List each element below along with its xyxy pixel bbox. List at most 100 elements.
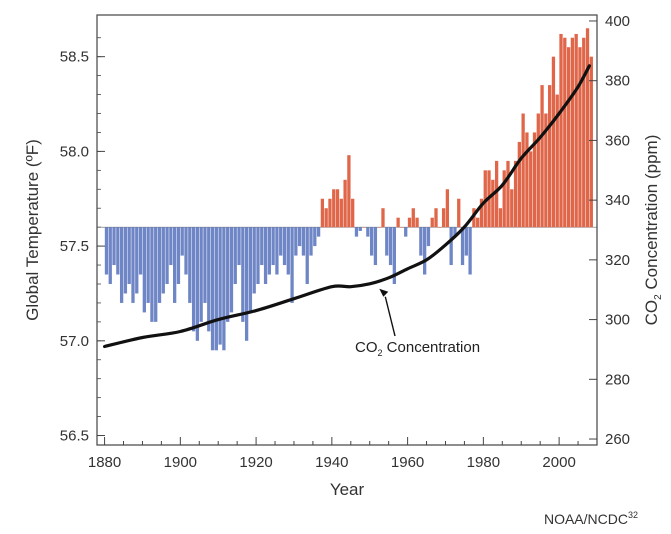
- temperature-bar-1993: [532, 132, 537, 228]
- temperature-bar-1950: [369, 227, 374, 256]
- temperature-bar-1910: [218, 227, 222, 345]
- temperature-bar-1996: [544, 113, 548, 228]
- temperature-bar-1987: [510, 189, 514, 228]
- temperature-bar-1885: [123, 227, 128, 294]
- co2-line-layer: [103, 64, 591, 349]
- annotation-layer: CO2 Concentration: [355, 288, 480, 358]
- temperature-bar-1919: [252, 227, 256, 294]
- x-tick-label-1880: 1880: [88, 454, 121, 471]
- temperature-bar-1953: [381, 208, 385, 228]
- temperature-bar-1902: [188, 227, 192, 303]
- temperature-bar-1945: [351, 198, 355, 228]
- temperature-bar-1966: [430, 217, 434, 228]
- x-tick-label-1900: 1900: [164, 454, 197, 471]
- y-right-tick-label-400: 400: [605, 13, 630, 30]
- temperature-bar-1978: [476, 217, 480, 228]
- temperature-bar-1986: [506, 160, 510, 228]
- temperature-bar-1967: [434, 208, 438, 228]
- temperature-bar-1970: [445, 189, 450, 228]
- temperature-bar-1920: [256, 227, 260, 284]
- temperature-bar-1989: [517, 141, 521, 228]
- temperature-bar-2006: [582, 37, 586, 228]
- temperature-bar-1991: [525, 132, 529, 228]
- temperature-bar-1927: [282, 227, 287, 266]
- y-left-axis-title: Global Temperature (ºF): [23, 139, 42, 321]
- temperature-bar-1908: [210, 227, 215, 351]
- temperature-bar-1939: [328, 198, 332, 228]
- temperature-bar-1892: [150, 227, 154, 322]
- temperature-bar-1924: [271, 227, 275, 266]
- temperature-bar-1997: [548, 85, 552, 228]
- temperature-bar-1907: [207, 227, 211, 332]
- temperature-bar-1984: [498, 208, 503, 228]
- temperature-bar-1979: [479, 198, 484, 228]
- temperature-bar-1893: [154, 227, 158, 322]
- temperature-bar-1913: [229, 227, 234, 313]
- temperature-bar-2008: [589, 56, 593, 228]
- source-credit: NOAA/NCDC32: [544, 510, 638, 527]
- temperature-bar-1965: [426, 227, 431, 247]
- x-tick-label-1960: 1960: [391, 454, 424, 471]
- axis-labels: 1880 1900 1920 1940 1960 1980 2000 56.5 57.0 57.5…: [23, 13, 664, 527]
- temperature-bar-1906: [203, 227, 207, 303]
- temperature-bar-2004: [574, 33, 578, 228]
- temperature-bar-1951: [373, 227, 378, 266]
- temperature-bar-1917: [244, 227, 249, 341]
- temperature-bar-1898: [173, 227, 177, 303]
- temperature-bar-1932: [301, 227, 306, 256]
- temperature-bar-1900: [180, 227, 184, 256]
- x-tick-label-1940: 1940: [315, 454, 348, 471]
- temperature-bar-1895: [161, 227, 165, 294]
- annotation-arrow-line: [384, 296, 396, 337]
- temperature-bar-1943: [343, 179, 347, 228]
- y-right-tick-label-260: 260: [605, 431, 630, 448]
- temperature-bar-1975: [464, 227, 468, 256]
- temperature-bar-1936: [316, 227, 321, 237]
- temperature-bar-1901: [184, 227, 188, 275]
- temperature-bar-1905: [199, 227, 203, 322]
- temperature-bar-1948: [362, 227, 366, 228]
- temperature-bar-1880: [104, 227, 109, 275]
- temperature-bar-1922: [263, 227, 268, 284]
- y-right-tick-label-280: 280: [605, 371, 630, 388]
- y-right-tick-label-340: 340: [605, 192, 630, 209]
- temperature-bar-1976: [468, 227, 472, 275]
- temperature-bar-1941: [335, 189, 340, 228]
- temperature-bar-1983: [494, 160, 499, 228]
- temperature-bar-1937: [320, 198, 325, 228]
- y-left-tick-label-56.5: 56.5: [60, 428, 89, 445]
- temperature-bar-1916: [241, 227, 245, 322]
- temperature-bar-2001: [563, 37, 567, 228]
- temperature-bar-1954: [385, 227, 389, 256]
- temperature-bar-1968: [438, 227, 442, 228]
- temperature-bar-1994: [536, 113, 540, 228]
- temperature-bar-1963: [419, 227, 423, 256]
- temperature-bar-1886: [127, 227, 131, 284]
- temperature-bar-2007: [585, 28, 590, 228]
- temperature-bar-1887: [131, 227, 135, 303]
- temperature-bars: [104, 28, 593, 351]
- y-right-tick-label-360: 360: [605, 132, 630, 149]
- temperature-bar-1982: [491, 179, 495, 228]
- temperature-bar-1964: [423, 227, 427, 275]
- plot-frame: [96, 14, 598, 446]
- temperature-bar-1938: [324, 208, 328, 228]
- temperature-bar-1985: [502, 170, 506, 228]
- y-left-tick-label-57.5: 57.5: [60, 238, 89, 255]
- temperature-bar-1973: [457, 198, 461, 228]
- temperature-bar-1896: [165, 227, 169, 284]
- x-tick-label-2000: 2000: [542, 454, 575, 471]
- temperature-bar-1899: [176, 227, 181, 284]
- temperature-bar-2003: [570, 37, 575, 228]
- temperature-bar-1971: [449, 227, 453, 266]
- temperature-bar-1961: [411, 208, 415, 228]
- temperature-bar-1958: [400, 227, 404, 228]
- temperature-bar-1999: [555, 94, 559, 228]
- temperature-bar-1990: [521, 113, 525, 228]
- temperature-bar-1931: [298, 227, 302, 247]
- temperature-bar-1974: [460, 227, 465, 266]
- y-left-tick-label-58.5: 58.5: [60, 49, 89, 66]
- temperature-bar-1940: [332, 189, 336, 228]
- y-left-tick-label-57.0: 57.0: [60, 333, 89, 350]
- temperature-bar-1884: [119, 227, 124, 303]
